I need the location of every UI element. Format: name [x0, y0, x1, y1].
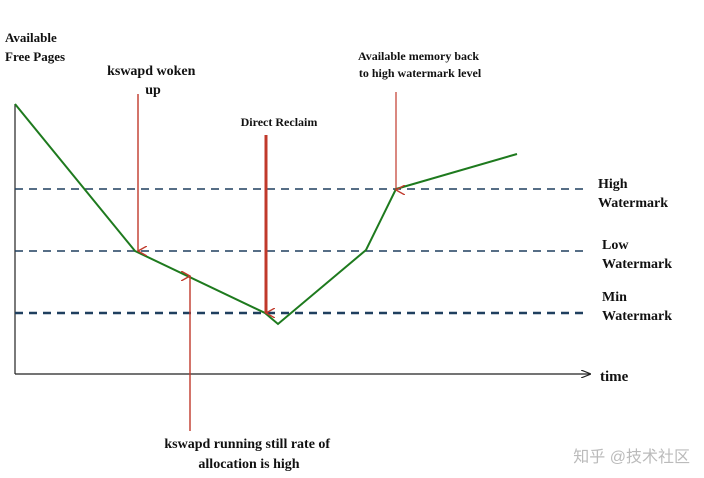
low-watermark-label-line1: Low: [602, 238, 629, 253]
high-watermark-label: High Watermark: [598, 177, 668, 211]
y-axis-label-line2: Free Pages: [5, 49, 65, 64]
direct-reclaim-label: Direct Reclaim: [241, 115, 318, 129]
high-watermark-label-line2: Watermark: [598, 196, 668, 211]
high-watermark-label-line1: High: [598, 177, 628, 192]
kswapd-woken-label: kswapd woken up: [107, 64, 199, 98]
low-watermark-label: Low Watermark: [602, 238, 672, 272]
direct-reclaim-label-line1: Direct Reclaim: [241, 115, 318, 129]
x-axis-label: time: [600, 369, 629, 385]
kswapd-woken-label-line1: kswapd woken: [107, 64, 196, 79]
low-watermark-label-line2: Watermark: [602, 257, 672, 272]
min-watermark-label-line2: Watermark: [602, 309, 672, 324]
min-watermark-label-line1: Min: [602, 290, 627, 305]
kswapd-running-label: kswapd running still rate of allocation …: [164, 437, 333, 472]
kswapd-running-label-line2: allocation is high: [198, 457, 299, 472]
min-watermark-label: Min Watermark: [602, 290, 672, 324]
memory-back-label-line2: to high watermark level: [359, 66, 482, 80]
y-axis-label: Available Free Pages: [5, 30, 65, 64]
memory-back-label-line1: Available memory back: [358, 49, 479, 63]
kswapd-woken-label-line2: up: [145, 83, 161, 98]
memory-back-label: Available memory back to high watermark …: [358, 49, 482, 80]
footer-watermark: 知乎 @技术社区: [573, 448, 690, 466]
y-axis-label-line1: Available: [5, 30, 57, 45]
kswapd-running-label-line1: kswapd running still rate of: [164, 437, 330, 452]
